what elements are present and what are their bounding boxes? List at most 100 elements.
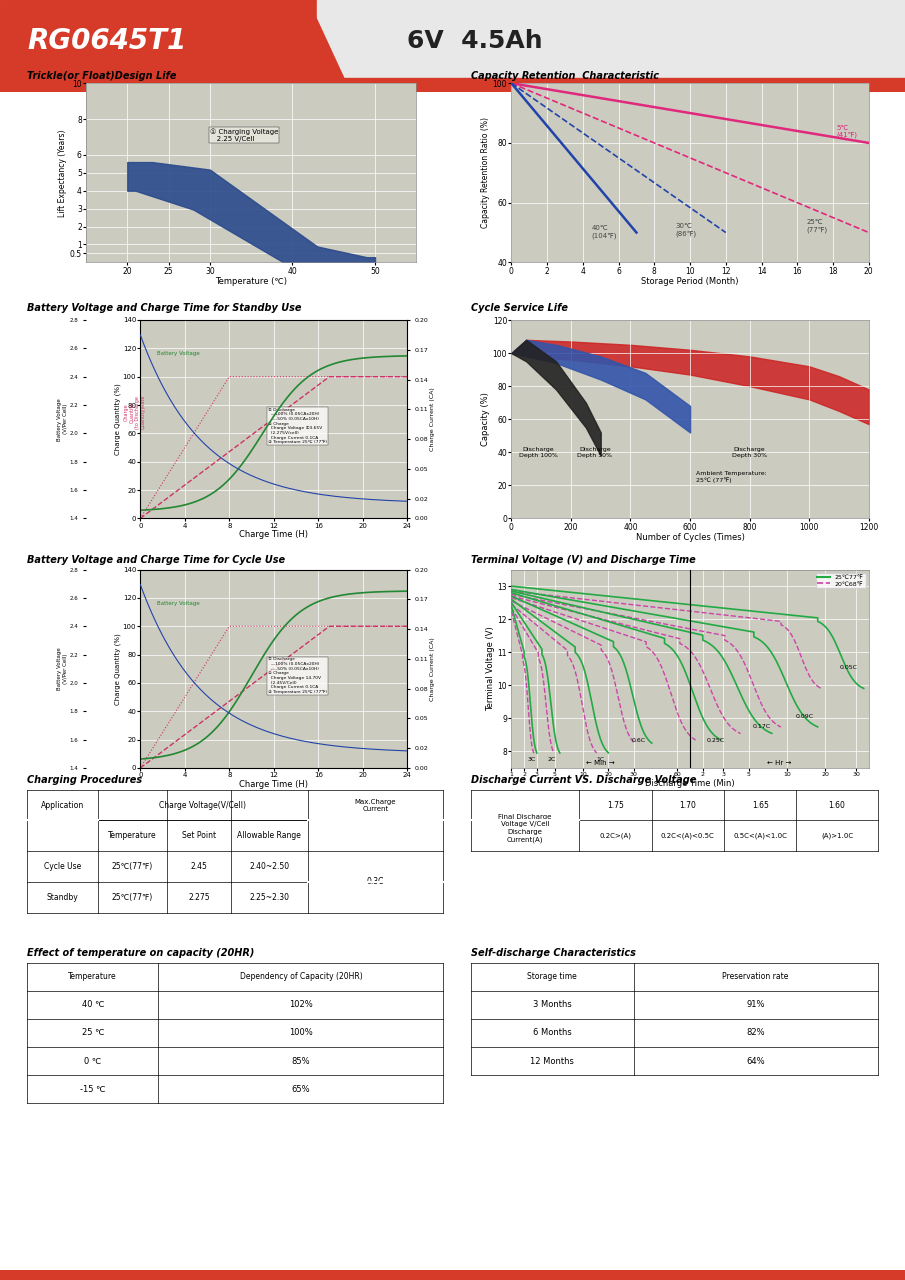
Text: Final Discharge
Voltage V/Cell: Final Discharge Voltage V/Cell	[499, 814, 551, 827]
Text: Charge
Quantity
(to Discharge
Quantity)Rate: Charge Quantity (to Discharge Quantity)R…	[123, 396, 146, 429]
Text: 6V  4.5Ah: 6V 4.5Ah	[407, 29, 543, 54]
Text: 0.09C: 0.09C	[795, 714, 814, 719]
Text: 25℃
(77℉): 25℃ (77℉)	[806, 219, 827, 233]
Text: 1.65: 1.65	[752, 800, 768, 810]
X-axis label: Discharge Time (Min): Discharge Time (Min)	[645, 778, 735, 787]
Y-axis label: Charge Quantity (%): Charge Quantity (%)	[115, 383, 121, 456]
Y-axis label: Charge Quantity (%): Charge Quantity (%)	[115, 632, 121, 705]
X-axis label: Charge Time (H): Charge Time (H)	[239, 530, 309, 539]
Text: 40 ℃: 40 ℃	[81, 1000, 104, 1010]
Text: 0.05C: 0.05C	[839, 664, 857, 669]
Y-axis label: Charge Current (CA): Charge Current (CA)	[430, 388, 435, 451]
Text: Discharge
Depth 100%: Discharge Depth 100%	[519, 448, 557, 458]
Text: Preservation rate: Preservation rate	[722, 972, 789, 982]
Text: -15 ℃: -15 ℃	[80, 1084, 106, 1094]
Text: 1.60: 1.60	[829, 800, 845, 810]
Text: Charge Voltage(V/Cell): Charge Voltage(V/Cell)	[159, 800, 246, 810]
Polygon shape	[253, 0, 344, 78]
Text: ← Min →: ← Min →	[586, 760, 615, 765]
Text: Dependency of Capacity (20HR): Dependency of Capacity (20HR)	[240, 972, 362, 982]
Bar	[0, 0, 905, 78]
Text: Storage time: Storage time	[528, 972, 576, 982]
Y-axis label: Battery Voltage
(V/Per Cell): Battery Voltage (V/Per Cell)	[57, 648, 68, 690]
Text: Temperature: Temperature	[69, 972, 117, 982]
Text: Battery Voltage: Battery Voltage	[157, 352, 200, 356]
Text: (A)>1.0C: (A)>1.0C	[821, 832, 853, 840]
Text: Discharge Current VS. Discharge Voltage: Discharge Current VS. Discharge Voltage	[471, 776, 696, 786]
Text: 65%: 65%	[291, 1084, 310, 1094]
X-axis label: Number of Cycles (Times): Number of Cycles (Times)	[635, 532, 745, 541]
Text: Cycle Use: Cycle Use	[43, 861, 81, 872]
Text: 25℃(77℉): 25℃(77℉)	[112, 892, 153, 902]
Text: 2.275: 2.275	[188, 892, 210, 902]
Text: Application: Application	[41, 800, 84, 810]
Text: 40℃
(104℉): 40℃ (104℉)	[592, 225, 617, 238]
Text: 3 Months: 3 Months	[533, 1000, 571, 1010]
Y-axis label: Charge Current (CA): Charge Current (CA)	[430, 637, 435, 700]
Text: Capacity Retention  Characteristic: Capacity Retention Characteristic	[471, 72, 659, 82]
Text: Ambient Temperature:
25℃ (77℉): Ambient Temperature: 25℃ (77℉)	[696, 471, 767, 483]
Text: ① Discharge
  —100% (0.05CAx20H)
  ----50% (0.05CAx10H)
② Charge
  Charge Voltag: ① Discharge —100% (0.05CAx20H) ----50% (…	[268, 658, 328, 694]
Text: 2.45: 2.45	[191, 861, 207, 872]
Text: 2C: 2C	[548, 758, 557, 763]
Text: Self-discharge Characteristics: Self-discharge Characteristics	[471, 948, 635, 959]
Text: 12 Months: 12 Months	[530, 1056, 574, 1066]
Text: Temperature: Temperature	[109, 831, 157, 841]
Bar	[0, 78, 905, 92]
Text: 25 ℃: 25 ℃	[81, 1028, 104, 1038]
Text: 1.75: 1.75	[607, 800, 624, 810]
Text: Set Point: Set Point	[182, 831, 216, 841]
Y-axis label: Capacity (%): Capacity (%)	[481, 392, 490, 447]
Legend: 25℃77℉, 20℃68℉: 25℃77℉, 20℃68℉	[815, 572, 866, 589]
Y-axis label: Battery Voltage
(V/Per Cell): Battery Voltage (V/Per Cell)	[57, 398, 68, 440]
Text: 0.3C: 0.3C	[367, 877, 385, 887]
Text: 2.25~2.30: 2.25~2.30	[249, 892, 290, 902]
X-axis label: Storage Period (Month): Storage Period (Month)	[642, 276, 738, 285]
X-axis label: Charge Time (H): Charge Time (H)	[239, 780, 309, 788]
Text: 0.25C: 0.25C	[707, 737, 725, 742]
Text: Battery Voltage and Charge Time for Standby Use: Battery Voltage and Charge Time for Stan…	[27, 303, 301, 314]
Text: 1.70: 1.70	[680, 800, 696, 810]
Text: Trickle(or Float)Design Life: Trickle(or Float)Design Life	[27, 72, 176, 82]
Text: Battery Voltage and Charge Time for Cycle Use: Battery Voltage and Charge Time for Cycl…	[27, 556, 285, 566]
Text: 5℃
(41℉): 5℃ (41℉)	[836, 125, 858, 138]
Text: 0.6C: 0.6C	[632, 737, 646, 742]
Text: 6 Months: 6 Months	[533, 1028, 571, 1038]
Text: 100%: 100%	[289, 1028, 313, 1038]
Text: Discharge
Current(A): Discharge Current(A)	[507, 829, 543, 842]
Text: 1C: 1C	[596, 758, 605, 763]
Text: Allowable Range: Allowable Range	[237, 831, 301, 841]
Y-axis label: Capacity Retention Ratio (%): Capacity Retention Ratio (%)	[481, 118, 490, 228]
Text: RG0645T1: RG0645T1	[27, 27, 186, 55]
Text: Max.Charge
Current: Max.Charge Current	[355, 799, 396, 812]
Text: Cycle Service Life: Cycle Service Life	[471, 303, 567, 314]
Text: 3C: 3C	[528, 758, 536, 763]
Text: Battery Voltage: Battery Voltage	[157, 602, 200, 605]
Bar	[317, 0, 905, 78]
Text: Terminal Voltage (V) and Discharge Time: Terminal Voltage (V) and Discharge Time	[471, 556, 695, 566]
Text: Discharge
Depth 30%: Discharge Depth 30%	[732, 448, 767, 458]
X-axis label: Temperature (℃): Temperature (℃)	[215, 276, 287, 285]
Text: Discharge
Depth 50%: Discharge Depth 50%	[577, 448, 613, 458]
Text: 85%: 85%	[291, 1056, 310, 1066]
Text: 2.40~2.50: 2.40~2.50	[249, 861, 290, 872]
Text: ← Hr →: ← Hr →	[767, 760, 792, 765]
Y-axis label: Lift Expectancy (Years): Lift Expectancy (Years)	[58, 129, 67, 216]
Text: 82%: 82%	[747, 1028, 765, 1038]
Text: 0 ℃: 0 ℃	[84, 1056, 101, 1066]
Y-axis label: Terminal Voltage (V): Terminal Voltage (V)	[486, 626, 495, 712]
Text: Charging Procedures: Charging Procedures	[27, 776, 142, 786]
Text: 30℃
(86℉): 30℃ (86℉)	[676, 224, 697, 237]
Text: 0.2C<(A)<0.5C: 0.2C<(A)<0.5C	[661, 832, 715, 840]
Text: 0.5C<(A)<1.0C: 0.5C<(A)<1.0C	[733, 832, 787, 840]
Text: Effect of temperature on capacity (20HR): Effect of temperature on capacity (20HR)	[27, 948, 254, 959]
Text: Standby: Standby	[46, 892, 79, 902]
Text: 102%: 102%	[289, 1000, 313, 1010]
Text: ① Discharge
  —100% (0.05CAx20H)
  ----50% (0.05CAx10H)
② Charge
  Charge Voltag: ① Discharge —100% (0.05CAx20H) ----50% (…	[268, 408, 328, 444]
Text: 0.17C: 0.17C	[752, 724, 771, 730]
Text: 25℃(77℉): 25℃(77℉)	[112, 861, 153, 872]
Text: ① Charging Voltage
   2.25 V/Cell: ① Charging Voltage 2.25 V/Cell	[210, 128, 278, 142]
Text: 91%: 91%	[747, 1000, 765, 1010]
Text: 0.2C>(A): 0.2C>(A)	[599, 832, 632, 840]
Text: 64%: 64%	[747, 1056, 765, 1066]
